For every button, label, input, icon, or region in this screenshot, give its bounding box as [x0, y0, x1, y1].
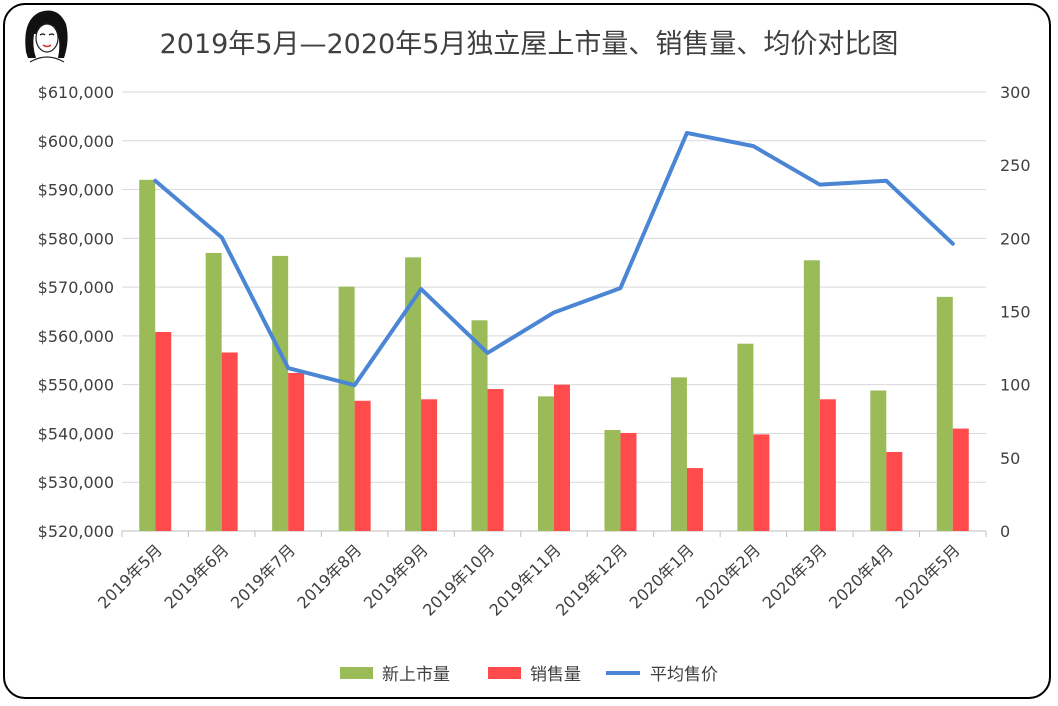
right-tick-label: 50 — [1000, 449, 1020, 468]
bar-sales — [554, 384, 570, 531]
left-tick-label: $550,000 — [38, 376, 114, 395]
x-tick-label: 2020年1月 — [626, 540, 698, 612]
bar-new-listings — [272, 255, 289, 532]
bar-sales — [819, 399, 836, 531]
bars — [139, 179, 969, 532]
x-tick-label: 2020年2月 — [692, 540, 764, 612]
legend-label-new-listings: 新上市量 — [382, 665, 450, 685]
left-tick-label: $600,000 — [38, 132, 114, 151]
bar-sales — [354, 400, 371, 531]
bar-sales — [288, 372, 305, 531]
bar-new-listings — [471, 320, 488, 531]
bar-new-listings — [803, 260, 820, 531]
left-tick-label: $570,000 — [38, 278, 114, 297]
left-tick-label: $580,000 — [38, 229, 114, 248]
right-tick-label: 150 — [1000, 303, 1031, 322]
avatar-woman-portrait-icon — [21, 10, 73, 63]
bar-new-listings — [670, 377, 687, 531]
right-tick-label: 300 — [1000, 83, 1031, 102]
right-axis-ticks: 0 50 100 150 200 250 300 — [1000, 83, 1031, 541]
left-tick-label: $530,000 — [38, 473, 114, 492]
x-tick-label: 2019年8月 — [293, 540, 365, 612]
bar-new-listings — [538, 396, 554, 531]
bar-new-listings — [870, 390, 887, 531]
bar-new-listings — [338, 286, 355, 531]
bar-new-listings — [205, 252, 222, 531]
left-tick-label: $590,000 — [38, 181, 114, 200]
legend-label-average-price: 平均售价 — [650, 665, 718, 685]
bar-new-listings — [405, 257, 422, 531]
x-tick-label: 2020年3月 — [759, 540, 831, 612]
bar-sales — [155, 331, 172, 531]
left-tick-label: $520,000 — [38, 522, 114, 541]
x-tick-label: 2019年12月 — [552, 540, 631, 619]
x-tick-label: 2019年5月 — [94, 540, 166, 612]
legend-swatch-new-listings — [340, 667, 373, 679]
left-tick-label: $540,000 — [38, 424, 114, 443]
right-tick-label: 0 — [1000, 522, 1010, 541]
legend-swatch-sales — [488, 667, 521, 679]
chart-frame — [3, 3, 1051, 699]
left-axis-ticks: $520,000 $530,000 $540,000 $550,000 $560,000… — [38, 83, 114, 541]
x-tick-label: 2020年4月 — [825, 540, 897, 612]
bar-sales — [620, 432, 637, 531]
x-tick-label: 2020年5月 — [892, 540, 964, 612]
x-tick-label: 2019年7月 — [227, 540, 299, 612]
bar-sales — [221, 352, 238, 531]
average-price-line — [153, 130, 955, 388]
right-tick-label: 200 — [1000, 229, 1031, 248]
left-tick-label: $610,000 — [38, 83, 114, 102]
bar-sales — [886, 451, 903, 531]
right-tick-label: 100 — [1000, 376, 1031, 395]
bar-new-listings — [604, 430, 621, 531]
bar-new-listings — [936, 296, 953, 531]
bar-new-listings — [139, 179, 156, 532]
right-tick-label: 250 — [1000, 156, 1031, 175]
bar-sales — [952, 428, 969, 531]
chart-title: 2019年5月—2020年5月独立屋上市量、销售量、均价对比图 — [160, 29, 899, 60]
bar-sales — [686, 468, 703, 531]
x-tick-label: 2019年9月 — [360, 540, 432, 612]
bar-sales — [487, 389, 504, 531]
left-tick-label: $560,000 — [38, 327, 114, 346]
x-tick-label: 2019年6月 — [160, 540, 232, 612]
legend: 新上市量 销售量 平均售价 — [340, 665, 718, 685]
bar-new-listings — [737, 343, 754, 531]
legend-label-sales: 销售量 — [530, 665, 581, 685]
bar-sales — [421, 399, 438, 531]
bar-sales — [753, 434, 770, 531]
